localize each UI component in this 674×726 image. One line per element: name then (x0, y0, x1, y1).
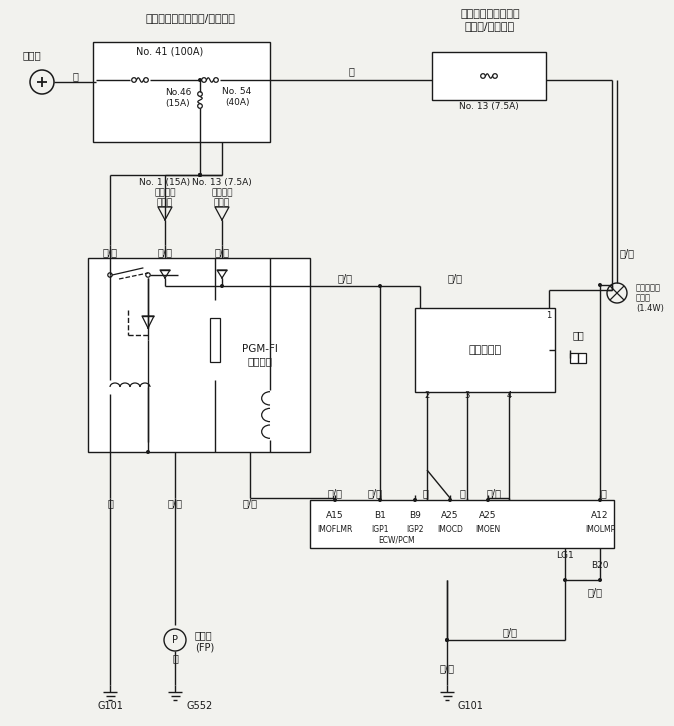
Text: 黄/黑: 黄/黑 (448, 273, 462, 283)
Text: G101: G101 (457, 701, 483, 711)
Text: G101: G101 (97, 701, 123, 711)
Circle shape (198, 173, 202, 177)
Circle shape (198, 173, 202, 177)
Text: 黄/黑: 黄/黑 (367, 488, 383, 498)
Text: 防启动装置: 防启动装置 (636, 283, 661, 293)
Text: 红: 红 (422, 488, 428, 498)
Circle shape (563, 578, 567, 582)
Text: 黑: 黑 (172, 653, 178, 663)
Text: P: P (172, 635, 178, 645)
Text: IMOEN: IMOEN (475, 526, 501, 534)
Circle shape (198, 78, 202, 82)
Text: A15: A15 (326, 510, 344, 520)
Text: No. 1 (15A): No. 1 (15A) (140, 179, 191, 187)
Text: 红/白: 红/白 (158, 247, 173, 257)
Text: B9: B9 (409, 510, 421, 520)
Text: 防启动装置: 防启动装置 (468, 345, 501, 355)
Text: 1: 1 (547, 311, 551, 320)
Text: 保险丝/继电器盒: 保险丝/继电器盒 (465, 21, 515, 31)
Text: 前排乘客侧仪表板下: 前排乘客侧仪表板下 (460, 9, 520, 19)
Text: 驾驶员侧: 驾驶员侧 (211, 189, 233, 197)
Text: 燃油泵: 燃油泵 (195, 630, 212, 640)
Text: LG1: LG1 (556, 550, 574, 560)
Circle shape (598, 283, 602, 287)
Text: No. 13 (7.5A): No. 13 (7.5A) (459, 102, 519, 112)
Bar (432, 52, 546, 100)
Text: No. 13 (7.5A): No. 13 (7.5A) (192, 179, 252, 187)
Text: 黑: 黑 (107, 498, 113, 508)
Text: A12: A12 (591, 510, 609, 520)
Text: 白/蓝: 白/蓝 (620, 248, 635, 258)
Text: 绿/黄: 绿/黄 (243, 498, 257, 508)
Circle shape (445, 638, 449, 642)
Text: (FP): (FP) (195, 642, 214, 652)
Circle shape (378, 498, 382, 502)
Text: 钥匙: 钥匙 (572, 330, 584, 340)
Text: 2: 2 (425, 391, 429, 399)
Text: No. 41 (100A): No. 41 (100A) (136, 47, 204, 57)
Circle shape (445, 638, 449, 642)
Text: 棕/黑: 棕/黑 (487, 488, 501, 498)
Text: G552: G552 (187, 701, 213, 711)
Text: IGP1: IGP1 (371, 526, 389, 534)
Circle shape (220, 284, 224, 288)
Text: 棕/黑: 棕/黑 (588, 587, 603, 597)
Bar (310, 500, 614, 548)
Bar (570, 353, 586, 363)
Text: (1.4W): (1.4W) (636, 303, 664, 312)
Circle shape (413, 498, 417, 502)
Text: IGP2: IGP2 (406, 526, 424, 534)
Text: 保险丝: 保险丝 (214, 198, 230, 208)
Bar (88, 258, 310, 452)
Text: ECW/PCM: ECW/PCM (379, 536, 415, 544)
Bar (415, 308, 555, 392)
Text: A25: A25 (479, 510, 497, 520)
Text: 棕/黑: 棕/黑 (439, 663, 454, 673)
Circle shape (378, 284, 382, 288)
Circle shape (598, 578, 602, 582)
Text: IMOFLMR: IMOFLMR (317, 526, 353, 534)
Text: IMOLMP: IMOLMP (585, 526, 615, 534)
Text: 白/绿: 白/绿 (102, 247, 117, 257)
Text: 驾驶员侧: 驾驶员侧 (154, 189, 176, 197)
Text: 发动机室盖下保险丝/继电器盒: 发动机室盖下保险丝/继电器盒 (145, 13, 235, 23)
Text: 4: 4 (506, 391, 512, 399)
Text: 蓝/橙: 蓝/橙 (214, 247, 230, 257)
Text: A25: A25 (441, 510, 459, 520)
Text: 黑/黄: 黑/黄 (168, 498, 183, 508)
Text: 指示灯: 指示灯 (636, 293, 651, 303)
Text: 黄/黑: 黄/黑 (338, 273, 353, 283)
Text: 棕/黑: 棕/黑 (503, 627, 518, 637)
Text: No.46
(15A): No.46 (15A) (165, 89, 191, 107)
Text: 粉: 粉 (600, 488, 606, 498)
Circle shape (333, 498, 337, 502)
Text: 黑: 黑 (72, 71, 78, 81)
Circle shape (146, 450, 150, 454)
Text: 黄: 黄 (348, 66, 354, 76)
Text: B1: B1 (374, 510, 386, 520)
Bar (210, 318, 220, 362)
Text: IMOCD: IMOCD (437, 526, 463, 534)
Text: 黄/黑: 黄/黑 (328, 488, 342, 498)
Circle shape (486, 498, 490, 502)
Text: PGM-FI
主继电器: PGM-FI 主继电器 (242, 344, 278, 366)
Text: 蓝: 蓝 (459, 488, 465, 498)
Circle shape (598, 498, 602, 502)
Text: No. 54
(40A): No. 54 (40A) (222, 87, 251, 107)
Text: 蓄电池: 蓄电池 (23, 50, 41, 60)
Bar (93, 42, 270, 142)
Text: 保险丝: 保险丝 (157, 198, 173, 208)
Circle shape (448, 498, 452, 502)
Circle shape (198, 173, 202, 177)
Text: 3: 3 (464, 391, 470, 399)
Text: B20: B20 (591, 560, 609, 569)
